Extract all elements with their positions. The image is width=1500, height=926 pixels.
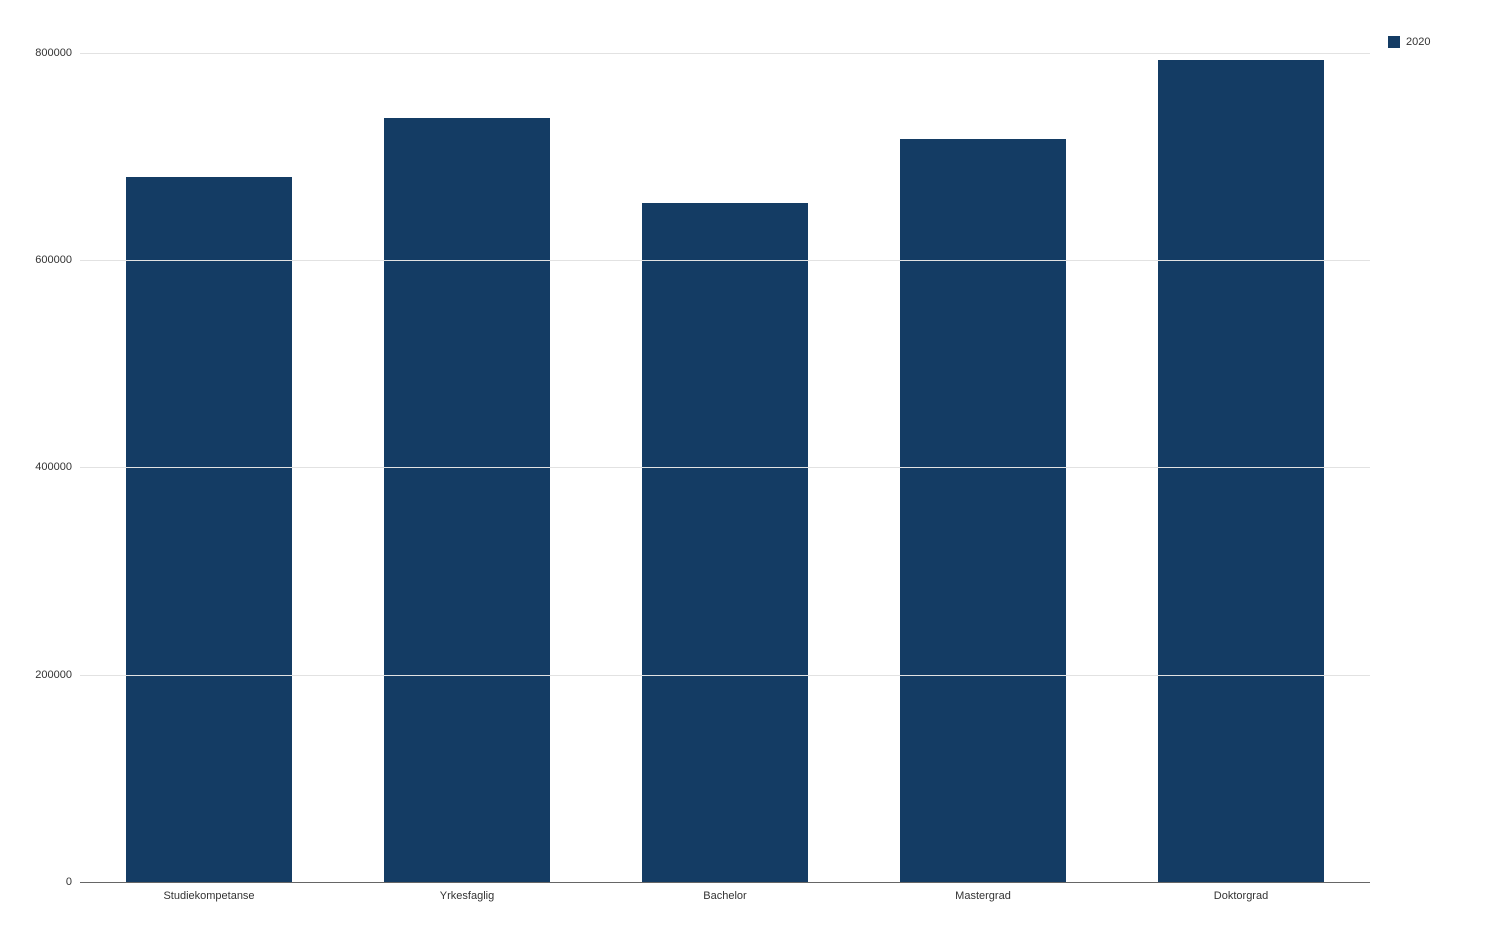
x-axis-baseline <box>80 882 1370 883</box>
legend-label: 2020 <box>1406 36 1430 48</box>
x-tick-label: Bachelor <box>703 890 746 902</box>
gridline <box>80 260 1370 261</box>
x-tick-label: Studiekompetanse <box>163 890 254 902</box>
bar <box>1158 60 1323 882</box>
bar <box>384 118 549 882</box>
bar <box>126 177 291 882</box>
y-tick-label: 600000 <box>0 254 72 266</box>
gridline <box>80 467 1370 468</box>
y-tick-label: 400000 <box>0 461 72 473</box>
y-tick-label: 200000 <box>0 669 72 681</box>
legend-swatch <box>1388 36 1400 48</box>
x-tick-label: Yrkesfaglig <box>440 890 494 902</box>
bar <box>642 203 807 882</box>
gridline <box>80 675 1370 676</box>
gridline <box>80 53 1370 54</box>
bar-chart: 0 200000 400000 600000 800000 Studiekompetan… <box>0 0 1500 926</box>
legend: 2020 <box>1388 36 1430 48</box>
x-tick-label: Mastergrad <box>955 890 1011 902</box>
y-tick-label: 0 <box>0 876 72 888</box>
plot-area <box>80 32 1370 882</box>
x-tick-label: Doktorgrad <box>1214 890 1268 902</box>
bar <box>900 139 1065 882</box>
y-tick-label: 800000 <box>0 47 72 59</box>
